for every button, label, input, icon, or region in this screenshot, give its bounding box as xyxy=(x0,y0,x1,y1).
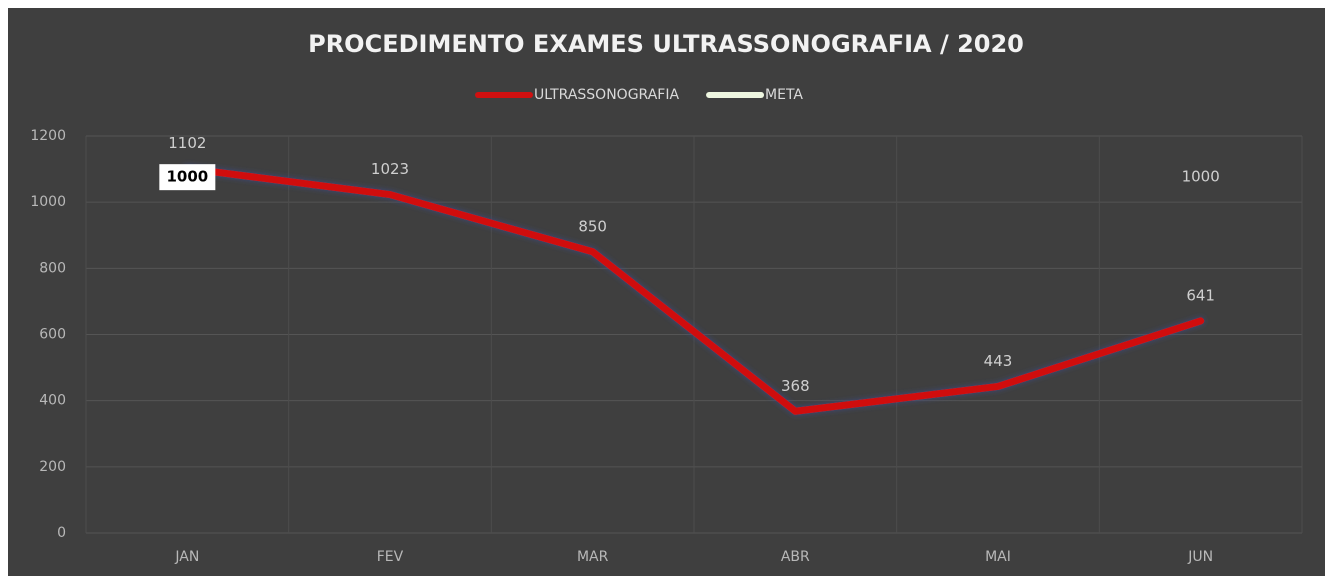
x-tick-label: JUN xyxy=(1187,549,1213,565)
y-tick-label: 400 xyxy=(39,393,66,409)
x-tick-label: MAR xyxy=(577,549,609,565)
data-label: 1102 xyxy=(168,134,206,152)
data-label: 1000 xyxy=(1182,168,1220,186)
data-label: 850 xyxy=(578,217,607,235)
y-tick-label: 600 xyxy=(39,327,66,343)
y-tick-label: 1200 xyxy=(30,128,66,144)
data-label: 443 xyxy=(984,352,1013,370)
data-label-box xyxy=(159,164,216,191)
series-line xyxy=(183,164,1205,415)
chart-title: PROCEDIMENTO EXAMES ULTRASSONOGRAFIA / 2… xyxy=(308,30,1024,58)
y-tick-label: 1000 xyxy=(30,194,66,210)
data-label: 1000 xyxy=(166,168,208,186)
legend-label: META xyxy=(765,87,803,103)
legend: ULTRASSONOGRAFIA META xyxy=(475,87,803,103)
x-tick-label: JAN xyxy=(174,549,199,565)
y-tick-label: 0 xyxy=(57,525,66,541)
legend-label: ULTRASSONOGRAFIA xyxy=(534,87,679,103)
y-tick-label: 800 xyxy=(39,260,66,276)
chart-background xyxy=(8,8,1325,576)
data-label: 641 xyxy=(1186,286,1215,304)
y-tick-label: 200 xyxy=(39,459,66,475)
x-tick-label: MAI xyxy=(985,549,1011,565)
data-label: 368 xyxy=(781,377,810,395)
x-tick-label: ABR xyxy=(781,549,810,565)
data-label: 1023 xyxy=(371,160,409,178)
x-tick-label: FEV xyxy=(377,549,404,565)
